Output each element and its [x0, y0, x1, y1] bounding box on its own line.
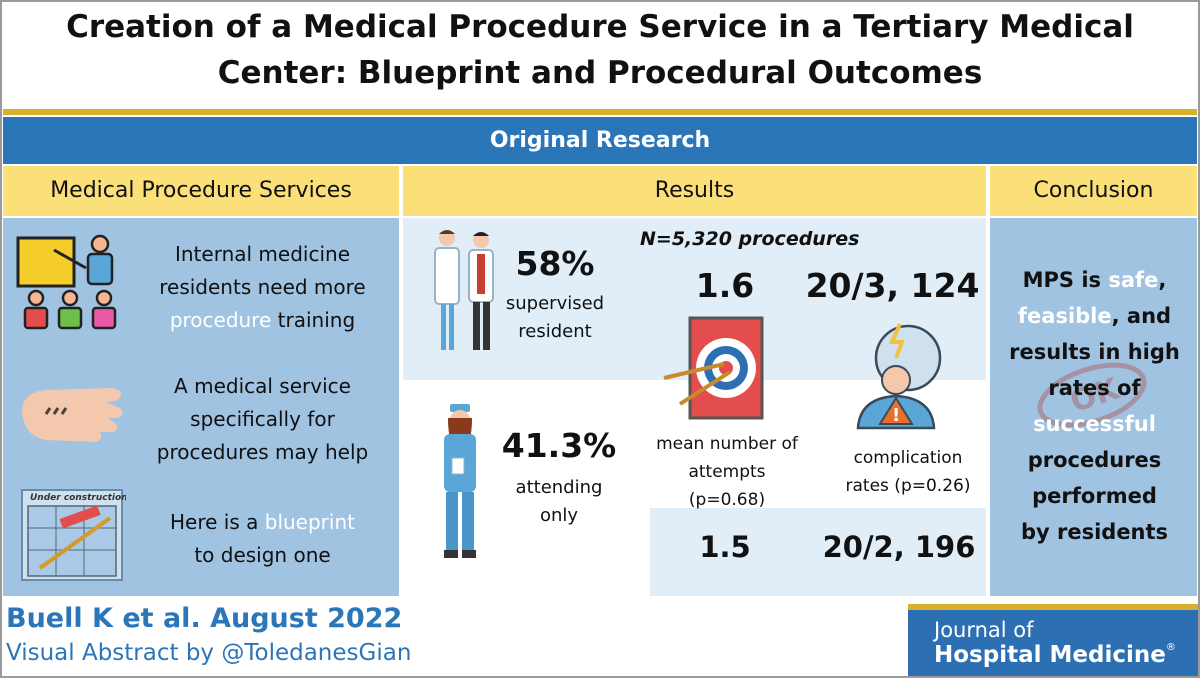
mps-item-2: A medical service specifically for proce… — [130, 370, 395, 469]
doctors-icon — [434, 230, 494, 350]
conclusion-panel — [990, 218, 1197, 596]
conclusion-header: Conclusion — [990, 166, 1197, 216]
results-header: Results — [403, 166, 986, 216]
attending-label: attending only — [515, 477, 603, 526]
complication-person-icon: ! — [856, 323, 942, 430]
title-line-2: Center: Blueprint and Procedural Outcome… — [217, 55, 983, 91]
page-title: Creation of a Medical Procedure Service … — [0, 4, 1200, 96]
mps-header: Medical Procedure Services — [3, 166, 399, 216]
svg-text:!: ! — [892, 405, 900, 426]
mps-item-2-line-2: specifically for — [190, 407, 335, 431]
mps-item-3-line-2: to design one — [194, 543, 331, 567]
ok-stamp-icon: OK — [1037, 362, 1147, 428]
complication-supervised: 20/3, 124 — [805, 266, 980, 305]
visual-abstract-credit: Visual Abstract by @ToledanesGian — [6, 640, 412, 666]
original-research-banner: Original Research — [3, 117, 1197, 164]
mps-item-1-line-2: residents need more — [159, 275, 366, 299]
title-divider — [3, 109, 1197, 115]
teacher-students-icon — [16, 234, 117, 330]
hand-icon — [22, 388, 123, 442]
complication-attending: 20/2, 196 — [822, 530, 976, 564]
mps-item-3: Here is a blueprint to design one — [130, 506, 395, 572]
n-procedures: N=5,320 procedures — [640, 228, 860, 250]
mps-item-2-line-1: A medical service — [174, 374, 351, 398]
blueprint-icon: Under construction — [21, 489, 126, 581]
conclusion-text: MPS is safe, feasible, and results in hi… — [1009, 268, 1180, 544]
complication-label: complication rates (p=0.26) — [845, 448, 971, 496]
journal-logo: Journal of Hospital Medicine® — [908, 604, 1198, 676]
under-construction-caption: Under construction — [30, 493, 126, 503]
attending-percent: 41.3% — [501, 426, 617, 465]
attempts-attending: 1.5 — [699, 530, 751, 564]
supervised-percent: 58% — [515, 244, 595, 283]
title-line-1: Creation of a Medical Procedure Service … — [66, 9, 1134, 45]
mps-item-1-line-1: Internal medicine — [174, 242, 350, 266]
mps-item-1-line-3: procedure training — [169, 308, 356, 332]
nurse-icon — [444, 404, 476, 558]
attempts-supervised: 1.6 — [695, 266, 755, 305]
mps-item-1: Internal medicine residents need more pr… — [130, 238, 395, 337]
mps-item-2-line-3: procedures may help — [156, 440, 369, 464]
supervised-label: supervised resident — [505, 293, 605, 342]
author-citation: Buell K et al. August 2022 — [6, 603, 403, 634]
mps-item-3-line-1: Here is a blueprint — [170, 510, 355, 534]
attempts-label: mean number of attempts (p=0.68) — [656, 434, 798, 510]
target-arrow-icon — [663, 316, 764, 420]
